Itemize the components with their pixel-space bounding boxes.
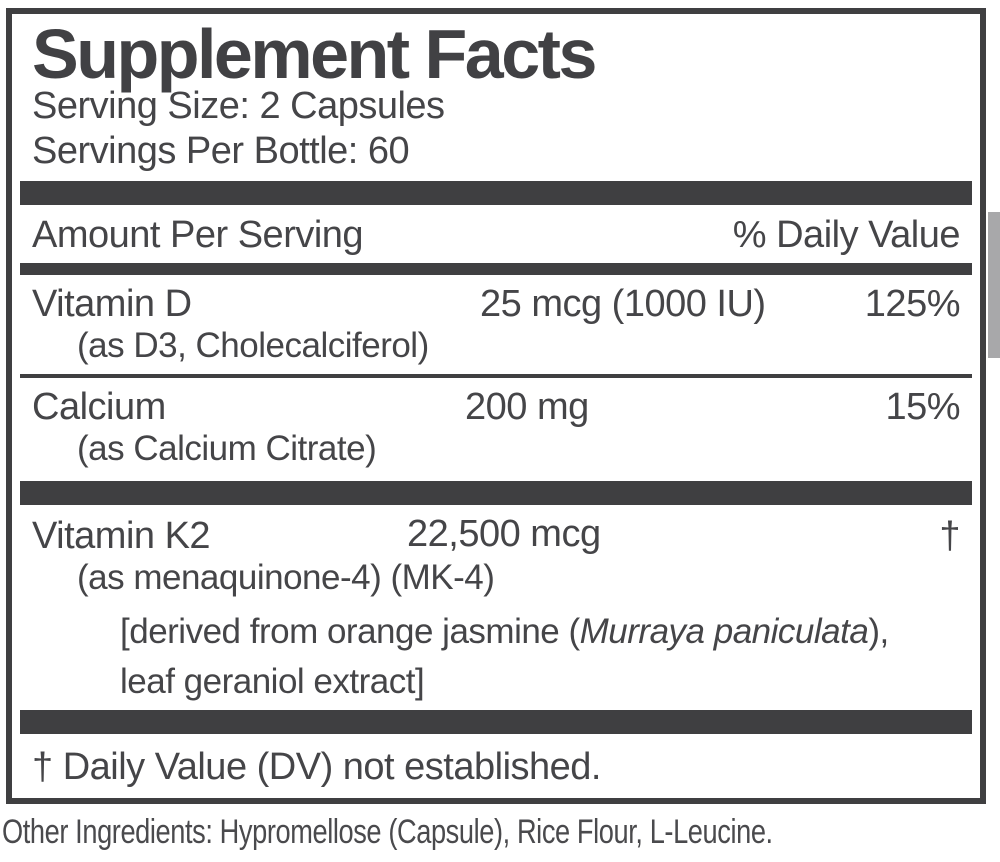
servings-per-bottle: Servings Per Bottle: 60 (32, 130, 410, 172)
divider-bar-bottom (20, 710, 972, 734)
divider-bar-header (20, 263, 972, 275)
nutrient-row-vitamin-d: Vitamin D 25 mcg (1000 IU) 125% (as D3, … (32, 275, 961, 374)
panel-title: Supplement Facts (32, 15, 597, 93)
nutrient-name: Vitamin K2 (32, 515, 211, 557)
source-text-suffix: ), (868, 612, 889, 651)
nutrient-amount: 200 mg (465, 386, 589, 428)
nutrient-source-line-2: leaf geraniol extract] (120, 662, 425, 701)
nutrient-form-detail: (as menaquinone-4) (MK-4) (77, 558, 495, 597)
nutrient-form-detail: (as D3, Cholecalciferol) (77, 326, 429, 365)
right-edge-gray-tab (988, 212, 1000, 358)
divider-line-thin (20, 374, 972, 378)
nutrient-daily-value: 125% (864, 283, 961, 325)
daily-value-footnote: † Daily Value (DV) not established. (32, 746, 601, 788)
nutrient-main-line: Calcium 200 mg 15% (32, 378, 960, 427)
nutrient-name: Vitamin D (32, 283, 192, 325)
nutrient-main-line: Vitamin D 25 mcg (1000 IU) 125% (32, 275, 961, 325)
supplement-facts-panel: Supplement Facts Serving Size: 2 Capsule… (6, 8, 986, 804)
nutrient-daily-value: 15% (885, 386, 960, 428)
nutrient-amount: 25 mcg (1000 IU) (480, 283, 766, 325)
column-header-row: Amount Per Serving % Daily Value (32, 205, 961, 263)
nutrient-amount: 22,500 mcg (407, 513, 601, 555)
nutrient-form-detail: (as Calcium Citrate) (77, 429, 377, 468)
nutrient-row-calcium: Calcium 200 mg 15% (as Calcium Citrate) (32, 378, 960, 481)
divider-bar-middle (20, 481, 972, 505)
dagger-symbol: † (939, 515, 960, 557)
nutrient-name: Calcium (32, 386, 166, 428)
amount-per-serving-label: Amount Per Serving (32, 214, 364, 256)
source-text-prefix: [derived from orange jasmine ( (120, 612, 580, 651)
nutrient-row-vitamin-k2: Vitamin K2 22,500 mcg † (as menaquinone-… (32, 505, 960, 710)
percent-daily-value-label: % Daily Value (732, 214, 961, 256)
source-species-name: Murraya paniculata (579, 612, 869, 651)
serving-size: Serving Size: 2 Capsules (32, 85, 445, 127)
nutrient-main-line: Vitamin K2 22,500 mcg † (32, 505, 960, 556)
other-ingredients-line: Other Ingredients: Hypromellose (Capsule… (2, 813, 773, 851)
nutrient-source-line-1: [derived from orange jasmine (Murraya pa… (32, 612, 960, 652)
divider-bar-top (20, 181, 972, 205)
